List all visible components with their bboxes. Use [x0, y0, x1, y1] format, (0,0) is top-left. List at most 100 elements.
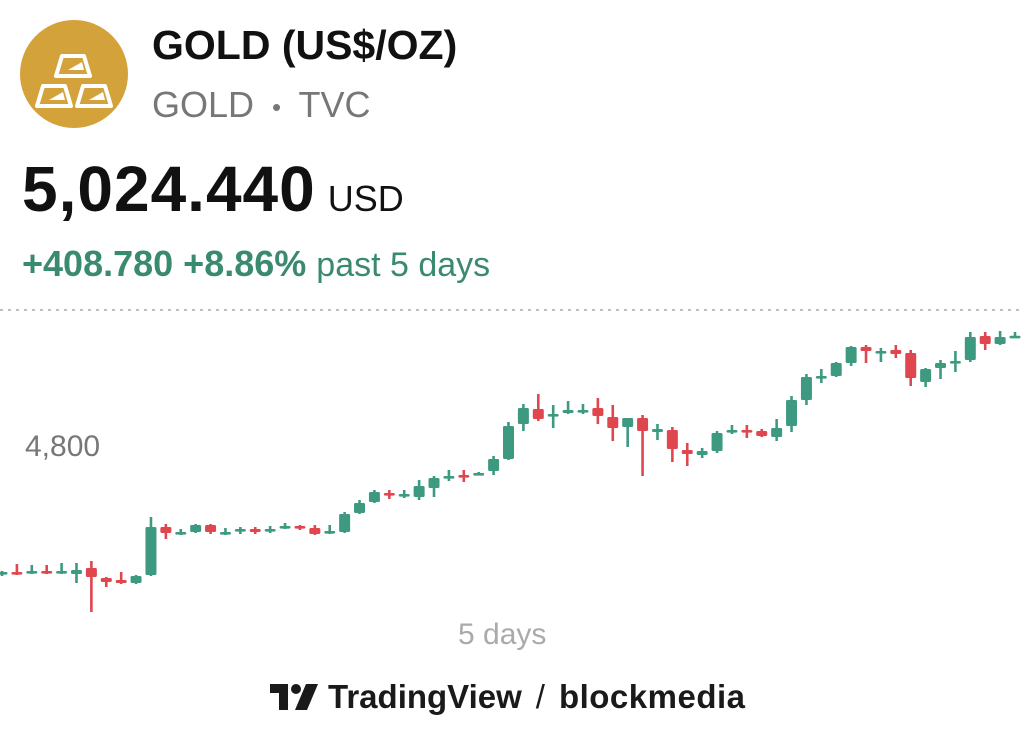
candle	[726, 425, 738, 434]
candle-body	[517, 408, 529, 424]
candle	[532, 394, 544, 421]
candle	[860, 345, 872, 363]
candle-body	[41, 571, 53, 574]
candle	[294, 525, 306, 530]
candle-body	[637, 418, 649, 431]
candle-body	[56, 571, 68, 574]
candle-body	[562, 410, 574, 413]
candle	[264, 526, 276, 533]
candle	[890, 345, 902, 358]
credit-separator: /	[535, 678, 545, 715]
candle-body	[100, 578, 112, 582]
candle-body	[756, 431, 768, 436]
candle	[815, 369, 827, 383]
candle	[11, 564, 23, 575]
candle	[905, 350, 917, 386]
candle-body	[249, 529, 261, 532]
candle-body	[279, 526, 291, 529]
candle-body	[771, 428, 783, 437]
tradingview-brand: TradingView	[328, 678, 522, 715]
candle-body	[875, 351, 887, 354]
tradingview-logo-icon	[270, 684, 318, 710]
candle-body	[473, 473, 485, 476]
candle	[41, 565, 53, 574]
candle	[875, 348, 887, 362]
period-label[interactable]: 5 days	[458, 618, 547, 651]
candle-body	[920, 369, 932, 382]
change-period: past 5 days	[316, 246, 491, 284]
candle	[830, 362, 842, 377]
candle-body	[592, 408, 604, 416]
candle-body	[666, 430, 678, 449]
candle	[979, 332, 991, 350]
candle	[964, 332, 976, 362]
candle-body	[1009, 335, 1021, 339]
candle	[0, 571, 8, 576]
candle-body	[428, 478, 440, 488]
exchange: TVC	[298, 84, 371, 125]
candle	[354, 500, 366, 514]
candle-body	[800, 377, 812, 400]
candle	[368, 490, 380, 503]
candle	[517, 404, 529, 431]
candle	[696, 448, 708, 458]
candle	[85, 561, 97, 612]
candle	[994, 331, 1006, 345]
candle-body	[845, 347, 857, 363]
instrument-title: GOLD (US$/OZ)	[152, 22, 458, 68]
candle-body	[458, 475, 470, 478]
y-tick-label: 4,800	[25, 430, 101, 463]
candle	[249, 527, 261, 534]
candle-body	[830, 363, 842, 376]
candle	[190, 524, 202, 533]
candle	[503, 422, 514, 460]
candle	[145, 517, 157, 576]
candle	[547, 405, 559, 428]
candle	[800, 374, 812, 405]
candle-body	[935, 363, 947, 368]
candle	[920, 368, 932, 387]
candle-body	[443, 476, 455, 479]
candle	[637, 415, 649, 476]
currency: USD	[327, 178, 404, 219]
candle-body	[711, 433, 723, 451]
candle-body	[398, 494, 410, 497]
candle-body	[0, 572, 8, 575]
candle-body	[383, 493, 395, 496]
candle-body	[354, 503, 366, 513]
candle-body	[503, 426, 514, 459]
candle-body	[651, 429, 663, 432]
blockmedia-brand: blockmedia	[558, 678, 746, 715]
candle	[339, 512, 351, 533]
candle	[651, 424, 663, 440]
last-price: 5,024.440	[22, 153, 316, 225]
candle-body	[130, 576, 142, 583]
candle	[324, 525, 336, 534]
candle	[100, 577, 112, 587]
change-percent: +8.86%	[183, 243, 307, 284]
symbol: GOLD	[152, 84, 255, 125]
candle	[771, 419, 783, 441]
candle-body	[160, 527, 172, 533]
candle	[845, 346, 857, 366]
candle	[219, 528, 231, 535]
candle-body	[264, 529, 276, 532]
candle	[56, 563, 68, 574]
candle	[711, 431, 723, 453]
candle	[383, 490, 395, 499]
candlestick-chart	[0, 309, 1024, 612]
candle-body	[339, 514, 351, 532]
candle	[443, 470, 455, 481]
candle-body	[205, 525, 217, 532]
candle	[279, 523, 291, 529]
candle	[115, 572, 127, 584]
candle-body	[979, 336, 991, 344]
candle	[458, 470, 470, 482]
candle-body	[860, 347, 872, 351]
price-row: 5,024.440 USD	[22, 152, 404, 226]
candle-body	[309, 528, 321, 534]
candle-body	[532, 409, 544, 419]
candle-body	[741, 430, 753, 433]
candle	[234, 527, 246, 534]
candle	[592, 398, 604, 424]
